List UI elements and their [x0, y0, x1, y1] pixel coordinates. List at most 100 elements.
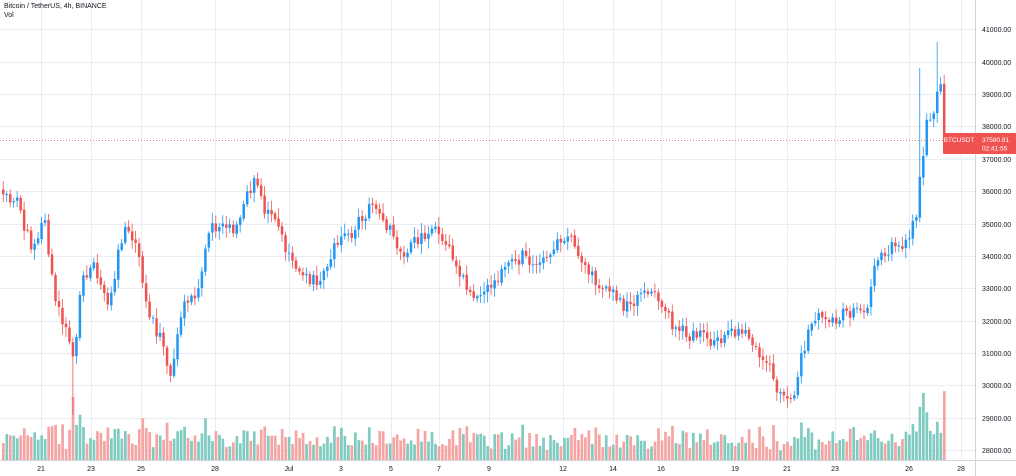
volume-bar	[594, 427, 598, 460]
x-tick-label: 12	[559, 466, 567, 473]
volume-bar	[601, 447, 605, 460]
volume-bar	[807, 428, 810, 460]
candle-body	[890, 241, 894, 255]
candle-body	[200, 271, 204, 288]
y-tick-label: 33000.00	[982, 286, 1011, 293]
candle-body	[357, 216, 360, 230]
candle-body	[817, 312, 820, 320]
candle-body	[841, 308, 845, 321]
candle-body	[482, 291, 486, 295]
candle-body	[887, 254, 890, 256]
candle-body	[712, 340, 716, 346]
candle-body	[831, 317, 834, 323]
candle-body	[228, 224, 232, 228]
volume-bar	[942, 391, 946, 460]
volume-bar	[225, 447, 228, 460]
time-axis[interactable]: 21 23 25 28 Jul 3 5 7 9 12 14 16 19 21 23 26 28	[37, 466, 965, 473]
volume-bar	[479, 433, 483, 460]
volume-bar	[395, 434, 399, 460]
candle-body	[852, 308, 855, 318]
volume-bar	[932, 434, 936, 460]
candle-body	[503, 266, 507, 270]
volume-bar	[12, 435, 16, 460]
volume-bar	[134, 444, 138, 460]
volume-bar	[263, 426, 267, 460]
volume-bar	[64, 448, 68, 460]
volume-bar	[646, 448, 650, 460]
candle-body	[211, 223, 214, 233]
volume-bar	[402, 438, 406, 460]
candle-body	[232, 224, 235, 234]
volume-bar	[604, 435, 608, 460]
candle-body	[688, 336, 692, 342]
candle-body	[40, 222, 43, 240]
candle-body	[678, 326, 681, 331]
candle-body	[89, 267, 92, 279]
candle-body	[110, 292, 113, 306]
candle-body	[221, 223, 225, 227]
candle-body	[468, 289, 472, 293]
candle-body	[737, 328, 740, 336]
volume-bar	[5, 434, 9, 460]
volume-bar	[183, 426, 186, 460]
candle-body	[800, 353, 803, 377]
candle-body	[151, 317, 155, 319]
y-tick-label: 34000.00	[982, 254, 1011, 261]
volume-bar	[782, 444, 786, 460]
volume-bar	[702, 440, 706, 460]
volume-bar	[737, 442, 741, 460]
candle-body	[333, 243, 336, 260]
candle-body	[744, 330, 747, 334]
volume-bar	[406, 443, 409, 460]
candle-body	[608, 286, 611, 292]
volume-bar	[89, 437, 92, 460]
candle-body	[723, 334, 726, 343]
volume-bar	[671, 425, 674, 460]
candle-body	[266, 209, 270, 214]
volume-bar	[322, 443, 326, 460]
volume-bar	[573, 427, 577, 460]
x-tick-label: 5	[389, 466, 393, 473]
volume-bar	[61, 424, 64, 460]
candle-body	[214, 223, 218, 232]
volume-bar	[315, 437, 319, 460]
candle-body	[61, 307, 64, 325]
candle-body	[751, 337, 754, 346]
price-tag-countdown: 02:41:55	[982, 146, 1008, 153]
volume-bar	[472, 433, 476, 460]
candle-body	[779, 391, 782, 394]
candle-body	[772, 363, 775, 380]
candle-body	[36, 238, 40, 244]
candle-body	[256, 178, 259, 186]
candle-body	[263, 195, 266, 214]
volume-bar	[685, 432, 688, 460]
volume-bar	[496, 434, 500, 460]
candle-body	[465, 274, 469, 290]
candle-body	[810, 323, 814, 331]
volume-bar	[894, 442, 897, 460]
volume-bar	[761, 436, 765, 460]
candle-body	[908, 238, 911, 240]
candle-body	[238, 217, 242, 225]
volume-bar	[36, 439, 40, 460]
volume-bar	[556, 442, 559, 460]
candle-body	[47, 219, 50, 255]
symbol-title[interactable]: Bitcoin / TetherUS, 4h, BINANCE	[4, 3, 107, 10]
volume-bar	[510, 433, 514, 460]
candle-body	[259, 185, 263, 196]
volume-bar	[85, 443, 89, 460]
candle-body	[604, 286, 608, 289]
volume-bar	[423, 430, 427, 460]
price-axis[interactable]: 28000.00 29000.00 30000.00 31000.00 32000.00…	[982, 27, 1011, 455]
volume-bar	[699, 433, 702, 460]
candle-body	[528, 256, 531, 265]
candle-body	[8, 193, 12, 203]
volume-bar	[552, 439, 556, 460]
volume-bar	[249, 440, 253, 460]
volume-bar	[462, 433, 465, 460]
volume-bar	[664, 431, 667, 460]
volume-label[interactable]: Vol	[4, 12, 14, 19]
volume-bar	[653, 441, 657, 460]
candle-body	[43, 220, 47, 223]
